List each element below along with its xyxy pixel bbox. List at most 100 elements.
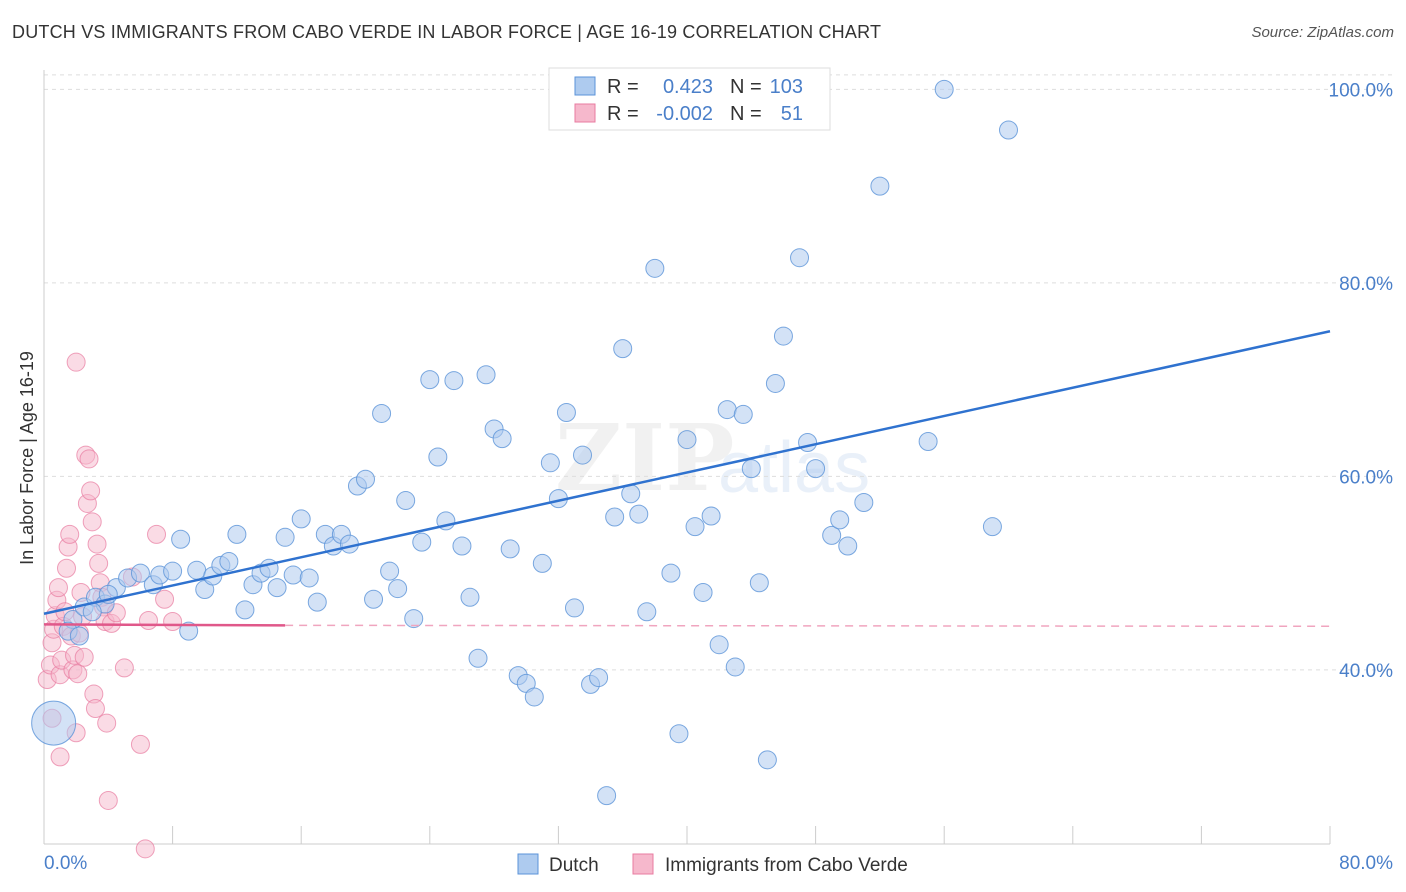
y-tick-label: 60.0% [1339,467,1393,488]
y-tick-label: 100.0% [1329,80,1394,101]
dutch-point [364,589,384,609]
trend-lines [43,330,1331,628]
dutch-point [838,536,858,556]
dutch-point [187,560,207,580]
dutch-point [468,648,488,668]
dutch-point [798,432,818,452]
dutch-point [540,453,560,473]
dutch-n-label: N = [730,76,762,98]
dutch-point [717,400,737,420]
dutch-point [589,668,609,688]
y-tick-labels: 40.0% 60.0% 80.0% 100.0% [1329,80,1394,681]
dutch-point [685,517,705,537]
dutch-point [227,524,247,544]
dutch-point [629,504,649,524]
cabo-verde-point [66,352,86,372]
dutch-point [597,786,617,806]
cabo-verde-point [60,524,80,544]
dutch-point [420,370,440,390]
cabo-r-label: R = [607,103,639,125]
legend-cabo-swatch [632,853,654,875]
dutch-point [830,510,850,530]
dutch-point [444,371,464,391]
dutch-point [396,491,416,511]
dutch-point [460,587,480,607]
cabo-verde-point [98,790,118,810]
cabo-swatch [574,103,596,123]
cabo-verde-point [85,699,105,719]
dutch-point [163,561,183,581]
cabo-verde-point [155,589,175,609]
cabo-verde-point [48,578,68,598]
dutch-point [806,459,826,479]
dutch-point [934,79,954,99]
dutch-point [404,609,424,629]
cabo-verde-point [82,512,102,532]
dutch-point [492,429,512,449]
cabo-verde-point [50,747,70,767]
cabo-verde-point [68,664,88,684]
dutch-point [669,724,689,744]
series-dutch-points [31,79,1018,806]
dutch-point [524,687,544,707]
dutch-point [709,635,729,655]
dutch-point [605,507,625,527]
dutch-point [645,258,665,278]
y-tick-label: 80.0% [1339,274,1393,295]
dutch-r-value: 0.423 [663,76,713,98]
dutch-point [532,553,552,573]
dutch-point [179,621,199,641]
dutch-point [219,551,239,571]
watermark: ZIP atlas [555,404,870,512]
dutch-point [452,536,472,556]
stats-legend-box [548,67,831,131]
dutch-point [701,506,721,526]
dutch-point [388,579,408,599]
dutch-point [380,561,400,581]
x-ticks [43,826,1331,844]
dutch-point [982,517,1002,537]
dutch-point [275,527,295,547]
dutch-point [725,657,745,677]
x-tick-label-min: 0.0% [44,853,87,874]
cabo-verde-point [81,481,101,501]
dutch-point [757,750,777,770]
dutch-point [733,404,753,424]
dutch-point [918,432,938,452]
source-label: Source: ZipAtlas.com [1251,24,1394,41]
series-legend: Dutch Immigrants from Cabo Verde [517,853,908,876]
cabo-verde-point [163,611,183,631]
dutch-point [356,469,375,489]
dutch-point [765,373,785,393]
cabo-verde-point [135,839,155,859]
dutch-point [130,563,150,583]
dutch-point [428,447,448,467]
legend-dutch-label: Dutch [549,855,599,876]
dutch-n-value: 103 [770,76,803,98]
dutch-point [854,492,874,512]
dutch-point [235,600,255,620]
dutch-point [661,563,681,583]
dutch-point [573,445,593,465]
y-axis-label: In Labor Force | Age 16-19 [17,351,37,565]
dutch-point [564,598,584,618]
cabo-n-label: N = [730,103,762,125]
legend-cabo-label: Immigrants from Cabo Verde [665,855,908,876]
dutch-point [999,120,1018,140]
cabo-verde-point [97,713,117,733]
dutch-point [613,339,633,359]
cabo-verde-point [89,553,109,573]
cabo-r-value: -0.002 [656,103,713,125]
x-tick-label-max: 80.0% [1339,853,1393,874]
cabo-verde-point [114,658,134,678]
cabo-verde-point [57,558,77,578]
dutch-point [69,626,89,646]
cabo-trend-line-dashed [285,624,1331,628]
dutch-point [299,568,319,588]
cabo-verde-point [87,534,107,554]
dutch-point [171,529,191,549]
dutch-point [307,592,327,612]
dutch-point [291,509,311,529]
dutch-point [790,248,810,268]
